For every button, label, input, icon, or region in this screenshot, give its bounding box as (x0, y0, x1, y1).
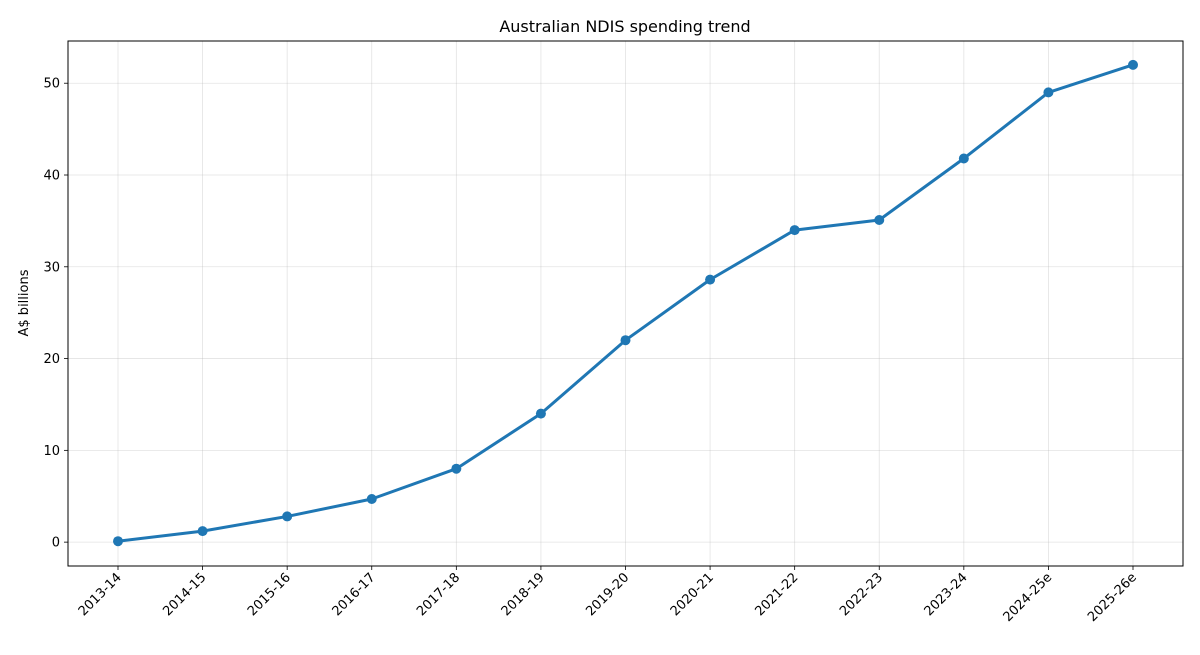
y-tick-label: 20 (43, 352, 60, 367)
data-point (874, 214, 885, 225)
x-tick-label: 2022-23 (837, 570, 886, 619)
data-point (620, 335, 631, 346)
x-tick-label: 2021-22 (752, 570, 801, 619)
y-tick-label: 30 (43, 260, 60, 275)
x-axis: 2013-14 2014-15 2015-16 2016-17 2017-18 2018-… (76, 566, 1140, 625)
data-point (789, 225, 800, 236)
plot-frame (67, 40, 1184, 567)
series-layer (113, 59, 1138, 547)
x-tick-label: 2025-26e (1085, 570, 1140, 625)
y-axis: 0 10 20 30 40 50 (43, 77, 68, 551)
x-tick-label: 2013-14 (76, 570, 125, 619)
data-point (705, 274, 716, 285)
x-tick-label: 2023-24 (922, 570, 971, 619)
x-tick-label: 2020-21 (668, 570, 717, 619)
y-tick-label: 50 (43, 77, 60, 92)
x-tick-label: 2018-19 (499, 570, 548, 619)
x-tick-label: 2015-16 (245, 570, 294, 619)
data-point (366, 493, 377, 504)
data-point (958, 153, 969, 164)
data-point (451, 463, 462, 474)
y-tick-label: 40 (43, 169, 60, 184)
chart-title: Australian NDIS spending trend (499, 17, 750, 36)
data-point (282, 511, 293, 522)
data-point (197, 526, 208, 537)
data-point (1128, 59, 1138, 70)
grid (68, 41, 1183, 566)
y-tick-label: 10 (43, 444, 60, 459)
x-tick-label: 2016-17 (330, 570, 379, 619)
y-tick-label: 0 (52, 536, 60, 551)
x-tick-label: 2019-20 (583, 570, 632, 619)
data-point (113, 536, 123, 547)
x-tick-label: 2017-18 (414, 570, 463, 619)
data-point (1043, 87, 1054, 98)
data-point (535, 408, 546, 419)
x-tick-label: 2014-15 (160, 570, 209, 619)
y-axis-label: A$ billions (17, 269, 32, 336)
x-tick-label: 2024-25e (1001, 570, 1056, 625)
